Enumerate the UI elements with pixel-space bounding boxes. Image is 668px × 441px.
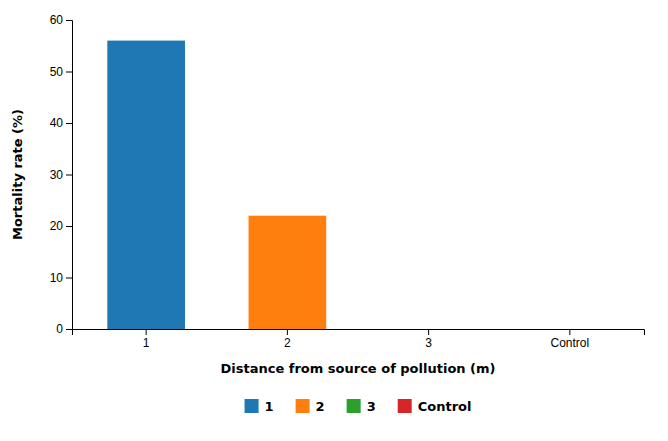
- y-axis: 0 10 20 30 40 50 60: [50, 13, 73, 336]
- legend-item: 3: [347, 399, 376, 414]
- tick: 20: [50, 219, 72, 233]
- tick-label: 1: [143, 336, 150, 350]
- bar: [107, 41, 185, 329]
- legend-item: 2: [296, 399, 325, 414]
- chart: 0 10 20 30 40 50 60 1 2 3 Control Distance from sou…: [0, 0, 668, 441]
- legend-swatch: [398, 399, 412, 413]
- tick: 3: [425, 329, 432, 350]
- tick-mark: [66, 72, 72, 73]
- legend-label: Control: [418, 399, 472, 414]
- bars: [107, 41, 326, 329]
- tick-mark: [428, 329, 429, 335]
- legend-label: 2: [316, 399, 325, 414]
- tick: 0: [56, 322, 72, 336]
- y-axis-title: Mortality rate (%): [10, 109, 25, 240]
- plot-area: 0 10 20 30 40 50 60 1 2 3 Control: [50, 13, 645, 349]
- tick-mark: [66, 123, 72, 124]
- axis-line: [66, 21, 73, 330]
- tick: 40: [50, 116, 72, 130]
- legend: 1 2 3 Control: [245, 399, 472, 414]
- tick-label: 2: [284, 336, 291, 350]
- x-axis-title: Distance from source of pollution (m): [220, 361, 495, 376]
- bar: [249, 216, 327, 329]
- tick-label: 0: [56, 322, 63, 336]
- x-axis: 1 2 3 Control: [73, 329, 645, 350]
- chart-container: 0 10 20 30 40 50 60 1 2 3 Control Distance from sou…: [0, 0, 668, 441]
- axis-line: [73, 330, 645, 336]
- legend-item: Control: [398, 399, 472, 414]
- tick: 60: [50, 13, 72, 27]
- tick-mark: [287, 329, 288, 335]
- tick-mark: [66, 20, 72, 21]
- tick-mark: [569, 329, 570, 335]
- tick: 50: [50, 65, 72, 79]
- tick-label: 40: [50, 116, 64, 130]
- tick: 30: [50, 168, 72, 182]
- tick: 10: [50, 271, 72, 285]
- tick-label: 10: [50, 271, 64, 285]
- tick-label: 20: [50, 219, 64, 233]
- legend-label: 1: [265, 399, 274, 414]
- tick-mark: [66, 329, 72, 330]
- legend-swatch: [347, 399, 361, 413]
- tick-label: 50: [50, 65, 64, 79]
- legend-item: 1: [245, 399, 274, 414]
- tick-mark: [66, 278, 72, 279]
- tick-label: Control: [551, 336, 590, 350]
- tick-label: 30: [50, 168, 64, 182]
- tick-label: 3: [425, 336, 432, 350]
- tick: 2: [284, 329, 291, 350]
- legend-swatch: [245, 399, 259, 413]
- tick-mark: [146, 329, 147, 335]
- legend-swatch: [296, 399, 310, 413]
- tick: 1: [143, 329, 150, 350]
- bar: [390, 329, 468, 330]
- legend-label: 3: [367, 399, 376, 414]
- tick-label: 60: [50, 13, 64, 27]
- tick-mark: [66, 175, 72, 176]
- bar: [531, 329, 609, 330]
- tick: Control: [551, 329, 590, 350]
- tick-mark: [66, 226, 72, 227]
